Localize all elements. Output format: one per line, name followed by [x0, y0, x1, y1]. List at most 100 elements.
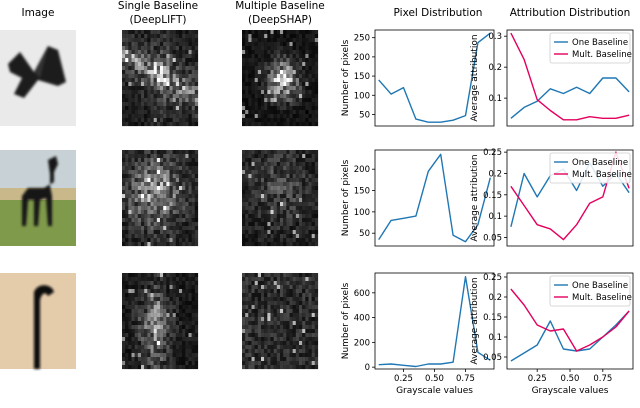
- heatmap-cell: [147, 186, 151, 191]
- heatmap-cell: [182, 353, 186, 358]
- heatmap-cell: [185, 198, 189, 203]
- heatmap-cell: [160, 42, 164, 47]
- heatmap-cell: [172, 234, 176, 239]
- heatmap-cell: [137, 281, 142, 286]
- heatmap-cell: [141, 210, 145, 215]
- heatmap-cell: [191, 66, 195, 71]
- heatmap-cell: [185, 66, 189, 71]
- heatmap-cell: [314, 118, 319, 123]
- heatmap-cell: [261, 110, 265, 115]
- heatmap-cell: [137, 238, 142, 243]
- heatmap-cell: [131, 289, 135, 294]
- heatmap-cell: [286, 118, 290, 123]
- heatmap-cell: [286, 210, 290, 215]
- heatmap-cell: [150, 222, 154, 227]
- heatmap-cell: [270, 293, 274, 298]
- heatmap-cell: [299, 357, 303, 362]
- heatmap-cell: [257, 66, 262, 71]
- heatmap-cell: [267, 329, 271, 334]
- heatmap-cell: [286, 293, 290, 298]
- legend-entry: One Baseline: [572, 281, 628, 291]
- heatmap-cell: [125, 70, 129, 75]
- heatmap-cell: [299, 42, 303, 47]
- y-axis-label: Number of pixels: [341, 159, 351, 236]
- heatmap-cell: [280, 206, 284, 211]
- heatmap-cell: [156, 46, 161, 51]
- heatmap-cell: [242, 50, 246, 55]
- heatmap-cell: [185, 158, 189, 163]
- heatmap-cell: [160, 34, 164, 39]
- heatmap-cell: [261, 206, 265, 211]
- heatmap-cell: [179, 102, 183, 107]
- heatmap-cell: [144, 218, 148, 223]
- heatmap-cell: [179, 78, 183, 83]
- heatmap-cell: [242, 34, 246, 39]
- heatmap-cell: [122, 166, 126, 171]
- heatmap-cell: [276, 293, 281, 298]
- heatmap-cell: [147, 62, 151, 67]
- heatmap-cell: [147, 361, 151, 366]
- heatmap-cell: [251, 74, 255, 79]
- heatmap-cell: [295, 329, 300, 334]
- heatmap-cell: [147, 365, 151, 370]
- heatmap-cell: [141, 277, 145, 282]
- heatmap-cell: [276, 34, 281, 39]
- heatmap-cell: [153, 98, 157, 103]
- heatmap-cell: [302, 273, 306, 278]
- heatmap-cell: [308, 341, 312, 346]
- heatmap-cell: [134, 182, 138, 187]
- heatmap-cell: [172, 281, 176, 286]
- heatmap-cell: [248, 170, 252, 175]
- heatmap-cell: [276, 365, 281, 370]
- heatmap-cell: [280, 70, 284, 75]
- heatmap-cell: [245, 78, 249, 83]
- heatmap-cell: [172, 38, 176, 43]
- heatmap-cell: [261, 86, 265, 91]
- heatmap-cell: [267, 182, 271, 187]
- heatmap-cell: [270, 218, 274, 223]
- heatmap-cell: [160, 281, 164, 286]
- heatmap-cell: [245, 301, 249, 306]
- heatmap-cell: [308, 174, 312, 179]
- heatmap-cell: [283, 166, 287, 171]
- heatmap-cell: [160, 78, 164, 83]
- heatmap-cell: [141, 206, 145, 211]
- heatmap-cell: [242, 313, 246, 318]
- heatmap-cell: [270, 78, 274, 83]
- heatmap-cell: [273, 297, 277, 302]
- heatmap-cell: [292, 325, 296, 330]
- heatmap-cell: [270, 170, 274, 175]
- heatmap-cell: [302, 78, 306, 83]
- heatmap-cell: [257, 214, 262, 219]
- heatmap-cell: [305, 102, 309, 107]
- heatmap-cell: [289, 70, 293, 75]
- heatmap-cell: [163, 174, 167, 179]
- heatmap-cell: [251, 46, 255, 51]
- heatmap-cell: [251, 166, 255, 171]
- heatmap-cell: [169, 285, 173, 290]
- heatmap-cell: [276, 42, 281, 47]
- heatmap-cell: [166, 58, 170, 63]
- heatmap-cell: [163, 186, 167, 191]
- heatmap-cell: [276, 198, 281, 203]
- heatmap-cell: [144, 62, 148, 67]
- heatmap-cell: [292, 297, 296, 302]
- heatmap-cell: [160, 202, 164, 207]
- heatmap-cell: [248, 74, 252, 79]
- heatmap-cell: [169, 154, 173, 159]
- heatmap-cell: [175, 357, 180, 362]
- heatmap-cell: [245, 194, 249, 199]
- heatmap-cell: [299, 178, 303, 183]
- legend-box: [549, 275, 631, 307]
- heatmap-cell: [179, 82, 183, 87]
- heatmap-cell: [273, 118, 277, 123]
- heatmap-cell: [125, 162, 129, 167]
- heatmap-cell: [134, 66, 138, 71]
- heatmap-cell: [308, 54, 312, 59]
- heatmap-cell: [188, 46, 192, 51]
- heatmap-cell: [245, 349, 249, 354]
- heatmap-cell: [188, 234, 192, 239]
- heatmap-cell: [248, 194, 252, 199]
- heatmap-cell: [182, 325, 186, 330]
- heatmap-cell: [295, 194, 300, 199]
